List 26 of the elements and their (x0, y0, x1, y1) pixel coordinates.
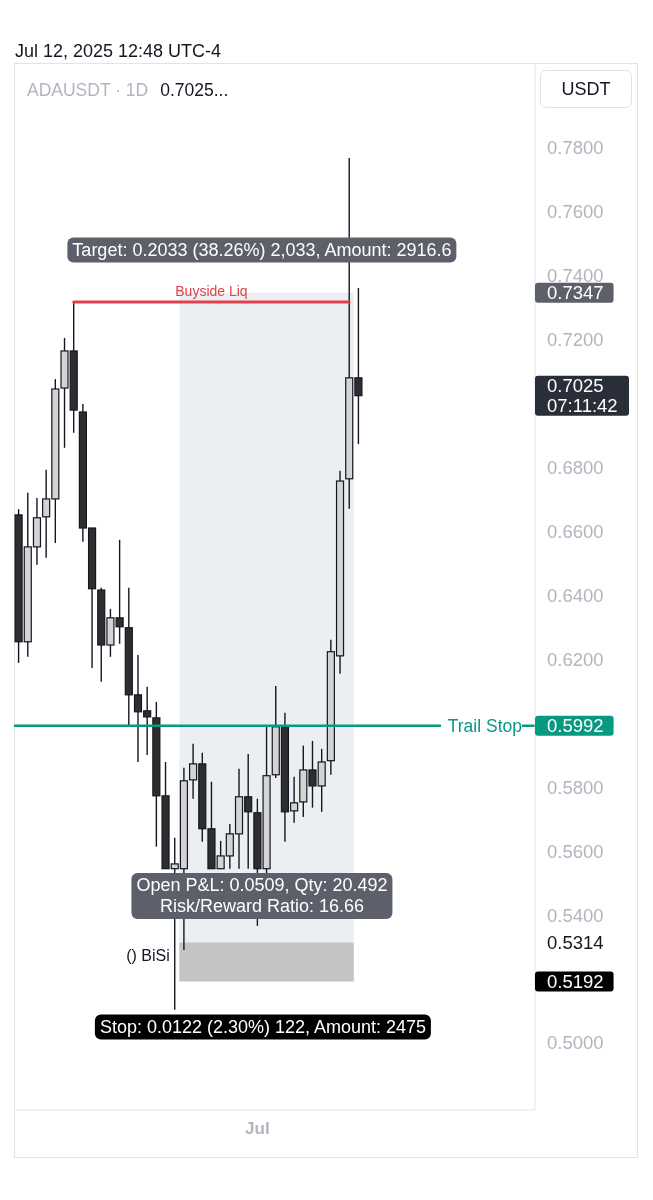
y-tick-label: 0.7800 (547, 137, 604, 159)
y-tick-label: 0.5314 (547, 932, 604, 954)
y-tick-label: 0.6800 (547, 457, 604, 479)
y-tick-label: 0.5400 (547, 904, 604, 926)
annotation: Stop: 0.0122 (2.30%) 122, Amount: 2475 (94, 1014, 432, 1040)
y-tick-label: 0.5000 (547, 1032, 604, 1054)
y-tick-label: 0.5800 (547, 776, 604, 798)
text: Jul 12, 2025 12:48 UTC-4 (15, 40, 222, 62)
y-tick-label: 0.6200 (547, 648, 604, 670)
y-tick-label: 0.5600 (547, 840, 604, 862)
annotation: Target: 0.2033 (38.26%) 2,033, Amount: 2916.6 (67, 237, 457, 263)
x-tick-label: Jul (245, 1119, 270, 1139)
text: ADAUSDT · 1D (27, 79, 149, 101)
y-tick-label: 0.7200 (547, 329, 604, 351)
y-tick-label: 0.7600 (547, 201, 604, 223)
ref-line-label: Trail Stop (440, 714, 522, 737)
y-axis-title: USDT (540, 70, 632, 108)
series-label: Buyside Liq (175, 283, 248, 300)
y-tick-label: 0.5992 (547, 715, 604, 737)
annotation: () BiSi (126, 945, 170, 966)
y-tick-label: 0.6400 (547, 584, 604, 606)
y-tick-label: 0.5192 (547, 971, 604, 992)
annotation: Open P&L: 0.0509, Qty: 20.492 Risk/Reward Ratio: 16.66 (131, 873, 393, 919)
text: 0.7025... (160, 79, 229, 101)
y-tick-label: 0.7025 07:11:42 (547, 375, 618, 417)
y-tick-label: 0.6600 (547, 521, 604, 542)
